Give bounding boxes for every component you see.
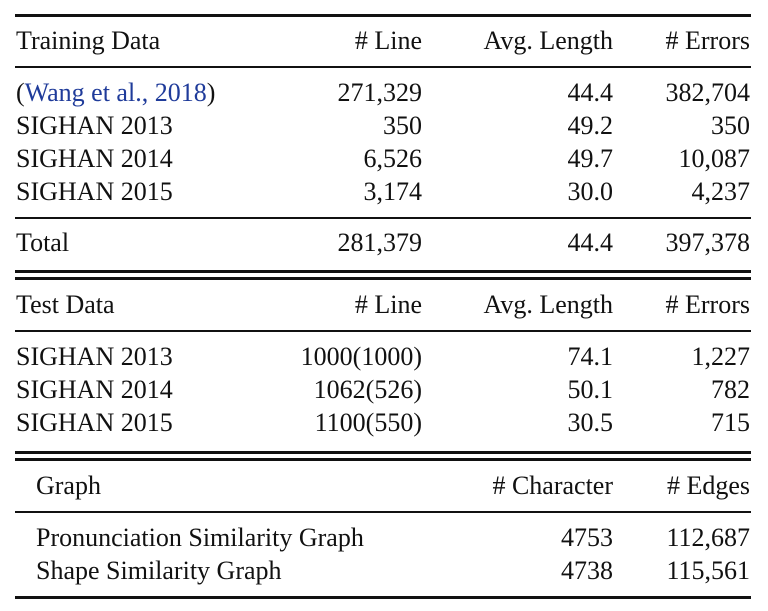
error-count: 382,704 (665, 78, 751, 107)
line-count: 1062(526) (313, 375, 422, 404)
dataset-name: SIGHAN 2015 (16, 177, 173, 206)
line-header: # Line (354, 290, 422, 319)
dataset-name: SIGHAN 2014 (16, 375, 173, 404)
avg-length-header: Avg. Length (483, 290, 614, 319)
table-row: Shape Similarity Graph 4738 115,561 (0, 554, 768, 588)
section-double-rule (15, 451, 751, 454)
line-count: 6,526 (363, 144, 423, 173)
avg-length: 50.1 (567, 375, 614, 404)
table-row: SIGHAN 2015 3,174 30.0 4,237 (0, 175, 768, 209)
avg-length: 30.0 (567, 177, 614, 206)
graph-name: Shape Similarity Graph (36, 556, 282, 585)
line-count: 271,329 (337, 78, 423, 107)
error-count: 782 (711, 375, 750, 404)
edges-header: # Edges (666, 471, 750, 500)
section-double-rule (15, 277, 751, 280)
error-count: 715 (711, 408, 750, 437)
errors-header: # Errors (665, 290, 750, 319)
character-count: 4753 (561, 523, 613, 552)
training-data-header: Training Data (16, 26, 161, 55)
header-rule (15, 511, 751, 513)
dataset-name: (Wang et al., 2018) (16, 78, 216, 107)
section-double-rule (15, 458, 751, 461)
total-rule (15, 217, 751, 219)
table-row: SIGHAN 2013 350 49.2 350 (0, 109, 768, 143)
test-data-header: Test Data (16, 290, 115, 319)
error-count: 350 (711, 111, 750, 140)
table-row: SIGHAN 2014 6,526 49.7 10,087 (0, 142, 768, 176)
line-count: 1000(1000) (300, 342, 422, 371)
section-double-rule (15, 270, 751, 273)
table-row: SIGHAN 2014 1062(526) 50.1 782 (0, 373, 768, 407)
total-line-count: 281,379 (337, 228, 423, 257)
avg-length-header: Avg. Length (483, 26, 614, 55)
avg-length: 74.1 (567, 342, 614, 371)
dataset-name: SIGHAN 2013 (16, 111, 173, 140)
character-count: 4738 (561, 556, 613, 585)
error-count: 10,087 (678, 144, 751, 173)
dataset-name: SIGHAN 2013 (16, 342, 173, 371)
table-row: (Wang et al., 2018) 271,329 44.4 382,704 (0, 76, 768, 110)
bottom-rule (15, 596, 751, 599)
top-rule (15, 14, 751, 17)
total-row: Total 281,379 44.4 397,378 (0, 226, 768, 260)
dataset-name: SIGHAN 2015 (16, 408, 173, 437)
total-avg-length: 44.4 (567, 228, 614, 257)
line-count: 3,174 (363, 177, 423, 206)
total-error-count: 397,378 (665, 228, 751, 257)
avg-length: 49.2 (567, 111, 614, 140)
error-count: 4,237 (691, 177, 751, 206)
avg-length: 49.7 (567, 144, 614, 173)
test-header-row: Test Data # Line Avg. Length # Errors (0, 288, 768, 322)
avg-length: 44.4 (567, 78, 614, 107)
table-row: Pronunciation Similarity Graph 4753 112,… (0, 521, 768, 555)
graph-header: Graph (36, 471, 101, 500)
table-row: SIGHAN 2013 1000(1000) 74.1 1,227 (0, 340, 768, 374)
graph-header-row: Graph # Character # Edges (0, 469, 768, 503)
graph-name: Pronunciation Similarity Graph (36, 523, 364, 552)
training-header-row: Training Data # Line Avg. Length # Error… (0, 24, 768, 58)
character-header: # Character (492, 471, 613, 500)
total-label: Total (16, 228, 70, 257)
table-row: SIGHAN 2015 1100(550) 30.5 715 (0, 406, 768, 440)
error-count: 1,227 (691, 342, 751, 371)
avg-length: 30.5 (567, 408, 614, 437)
citation-link[interactable]: Wang et al., 2018 (24, 78, 207, 107)
edge-count: 112,687 (666, 523, 750, 552)
line-count: 350 (383, 111, 422, 140)
dataset-name: SIGHAN 2014 (16, 144, 173, 173)
header-rule (15, 66, 751, 68)
edge-count: 115,561 (666, 556, 750, 585)
line-count: 1100(550) (314, 408, 422, 437)
header-rule (15, 330, 751, 332)
errors-header: # Errors (665, 26, 750, 55)
line-header: # Line (354, 26, 422, 55)
